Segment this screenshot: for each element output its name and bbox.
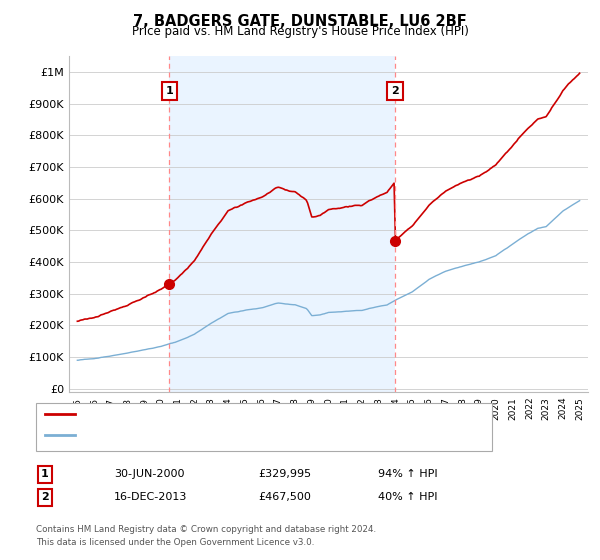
Text: 1: 1 [41,469,49,479]
Text: This data is licensed under the Open Government Licence v3.0.: This data is licensed under the Open Gov… [36,538,314,547]
Text: 94% ↑ HPI: 94% ↑ HPI [378,469,437,479]
Text: 30-JUN-2000: 30-JUN-2000 [114,469,185,479]
Text: £329,995: £329,995 [258,469,311,479]
Text: £467,500: £467,500 [258,492,311,502]
Bar [169,56,395,392]
Text: 40% ↑ HPI: 40% ↑ HPI [378,492,437,502]
Text: HPI: Average price, detached house, Central Bedfordshire: HPI: Average price, detached house, Cent… [81,430,382,440]
Text: 2: 2 [391,86,398,96]
Text: 7, BADGERS GATE, DUNSTABLE, LU6 2BF (detached house): 7, BADGERS GATE, DUNSTABLE, LU6 2BF (det… [81,409,388,419]
Text: Price paid vs. HM Land Registry's House Price Index (HPI): Price paid vs. HM Land Registry's House … [131,25,469,38]
Text: 1: 1 [166,86,173,96]
Text: Contains HM Land Registry data © Crown copyright and database right 2024.: Contains HM Land Registry data © Crown c… [36,525,376,534]
Text: 16-DEC-2013: 16-DEC-2013 [114,492,187,502]
Text: 2: 2 [41,492,49,502]
Text: 7, BADGERS GATE, DUNSTABLE, LU6 2BF: 7, BADGERS GATE, DUNSTABLE, LU6 2BF [133,14,467,29]
